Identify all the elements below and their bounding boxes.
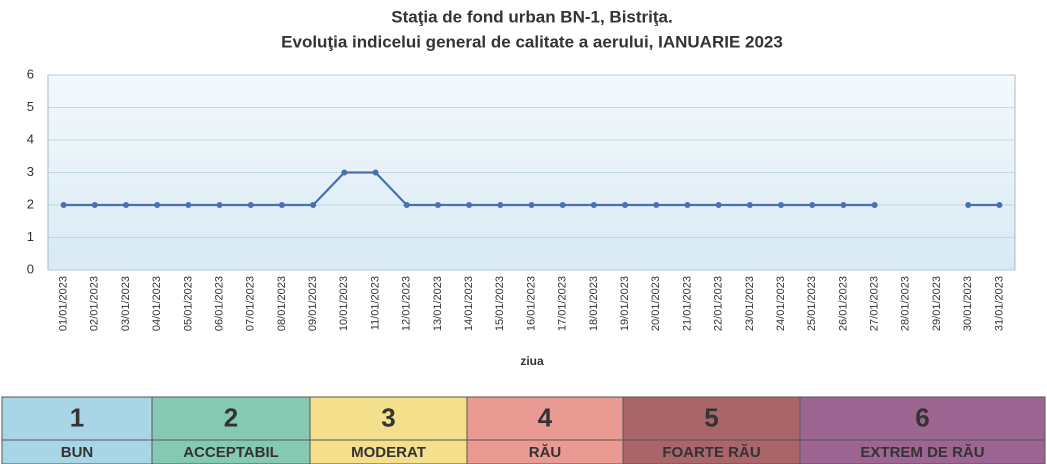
x-tick-label: 16/01/2023 — [525, 276, 537, 331]
data-point — [216, 202, 223, 208]
x-tick-label: 20/01/2023 — [650, 276, 662, 331]
scale-value: 6 — [915, 402, 929, 432]
data-point — [684, 202, 691, 208]
x-tick-label: 08/01/2023 — [276, 276, 288, 331]
data-point — [996, 202, 1003, 208]
data-point — [122, 202, 129, 208]
scale-label: ACCEPTABIL — [183, 444, 279, 461]
x-tick-label: 03/01/2023 — [120, 276, 132, 331]
x-tick-label: 13/01/2023 — [432, 276, 444, 331]
x-tick-label: 05/01/2023 — [182, 276, 194, 331]
y-tick-label: 5 — [27, 99, 34, 114]
data-point — [154, 202, 161, 208]
scale-label: RĂU — [529, 444, 562, 461]
data-point — [278, 202, 285, 208]
y-tick-label: 3 — [27, 164, 34, 179]
y-tick-label: 2 — [27, 196, 34, 211]
data-point — [247, 202, 254, 208]
data-point — [341, 169, 348, 176]
x-tick-label: 04/01/2023 — [151, 276, 163, 331]
scale-value: 1 — [70, 402, 84, 432]
scale-cell — [622, 396, 801, 464]
x-tick-label: 17/01/2023 — [557, 276, 569, 331]
scale-value: 3 — [381, 402, 395, 432]
x-tick-label: 07/01/2023 — [245, 276, 257, 331]
data-point — [528, 202, 535, 208]
data-point — [778, 202, 785, 208]
x-tick-label: 10/01/2023 — [338, 276, 350, 331]
data-point — [60, 202, 67, 208]
scale-cell — [1, 396, 153, 464]
data-point — [91, 202, 98, 208]
chart-title: Staţia de fond urban BN-1, Bistriţa. — [391, 7, 672, 26]
scale-label: BUN — [61, 444, 94, 461]
x-tick-label: 29/01/2023 — [931, 276, 943, 331]
x-tick-label: 24/01/2023 — [775, 276, 787, 331]
x-tick-label: 15/01/2023 — [494, 276, 506, 331]
x-tick-label: 27/01/2023 — [869, 276, 881, 331]
x-tick-label: 02/01/2023 — [89, 276, 101, 331]
y-tick-label: 4 — [27, 131, 34, 146]
data-point — [965, 202, 972, 208]
x-tick-label: 25/01/2023 — [806, 276, 818, 331]
scale-cell — [309, 396, 468, 464]
x-tick-label: 21/01/2023 — [681, 276, 693, 331]
data-point — [466, 202, 473, 208]
x-tick-label: 30/01/2023 — [962, 276, 974, 331]
scale-cell — [466, 396, 624, 464]
scale-value: 4 — [538, 402, 553, 432]
x-tick-label: 22/01/2023 — [713, 276, 725, 331]
x-tick-label: 01/01/2023 — [58, 276, 70, 331]
data-point — [622, 202, 629, 208]
data-point — [809, 202, 816, 208]
x-tick-label: 28/01/2023 — [900, 276, 912, 331]
x-tick-label: 06/01/2023 — [213, 276, 225, 331]
y-tick-label: 0 — [27, 261, 34, 276]
data-point — [310, 202, 317, 208]
scale-label: FOARTE RĂU — [662, 444, 760, 461]
data-point — [840, 202, 847, 208]
x-tick-label: 26/01/2023 — [837, 276, 849, 331]
data-point — [403, 202, 410, 208]
x-tick-label: 09/01/2023 — [307, 276, 319, 331]
data-point — [653, 202, 660, 208]
scale-value: 5 — [704, 402, 718, 432]
x-tick-label: 12/01/2023 — [401, 276, 413, 331]
scale-value: 2 — [224, 402, 238, 432]
x-tick-label: 23/01/2023 — [744, 276, 756, 331]
x-tick-label: 31/01/2023 — [993, 276, 1005, 331]
y-tick-label: 1 — [27, 229, 34, 244]
x-tick-label: 14/01/2023 — [463, 276, 475, 331]
data-point — [871, 202, 878, 208]
x-tick-label: 11/01/2023 — [369, 276, 381, 330]
x-tick-label: 19/01/2023 — [619, 276, 631, 331]
x-axis-label: ziua — [520, 354, 544, 368]
scale-label: EXTREM DE RĂU — [860, 444, 984, 461]
scale-label: MODERAT — [351, 444, 426, 461]
scale-cell — [799, 396, 1046, 464]
data-point — [715, 202, 722, 208]
data-point — [590, 202, 597, 208]
data-point — [434, 202, 441, 208]
data-point — [559, 202, 566, 208]
data-point — [746, 202, 753, 208]
data-point — [185, 202, 192, 208]
y-tick-label: 6 — [27, 66, 34, 81]
chart-subtitle: Evoluţia indicelui general de calitate a… — [281, 32, 783, 51]
x-tick-label: 18/01/2023 — [588, 276, 600, 331]
data-point — [372, 169, 379, 176]
data-point — [497, 202, 504, 208]
